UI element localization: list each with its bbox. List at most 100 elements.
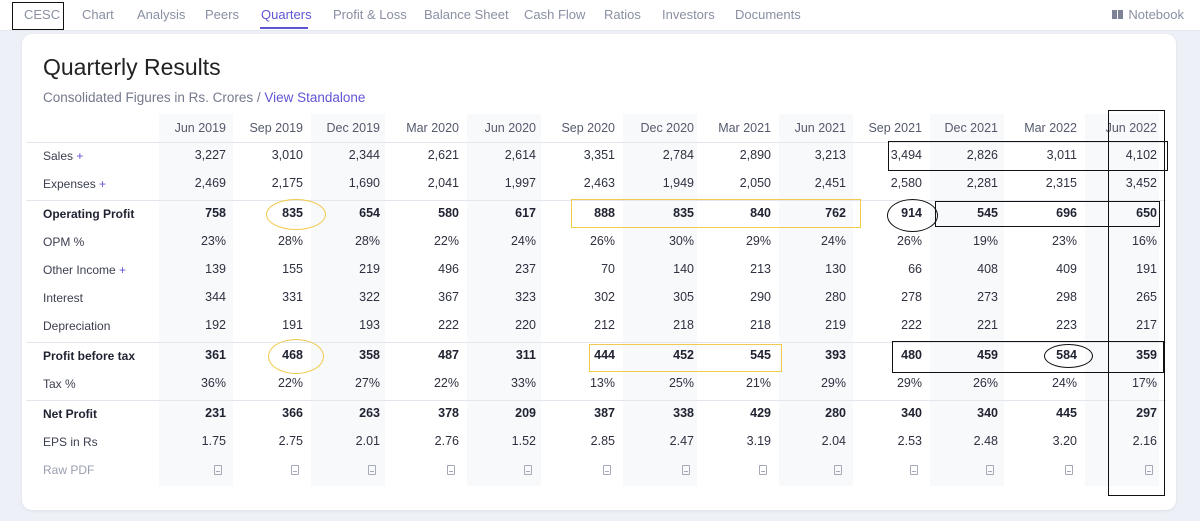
table-cell: 338 bbox=[673, 406, 694, 420]
table-cell: 22% bbox=[433, 376, 459, 390]
pdf-icon[interactable] bbox=[682, 465, 690, 475]
column-header: Dec 2021 bbox=[944, 121, 998, 135]
nav-tab-cash-flow[interactable]: Cash Flow bbox=[524, 7, 586, 22]
table-cell: 545 bbox=[750, 348, 771, 362]
nav-brand-link[interactable]: CESC bbox=[24, 7, 61, 22]
expand-plus-icon[interactable]: + bbox=[73, 149, 84, 163]
pdf-icon[interactable] bbox=[368, 465, 376, 475]
row-label-net-profit: Net Profit bbox=[43, 407, 97, 421]
table-cell: 24% bbox=[510, 234, 536, 248]
table-cell: 21% bbox=[745, 376, 771, 390]
table-cell: 393 bbox=[825, 348, 846, 362]
nav-tab-quarters[interactable]: Quarters bbox=[261, 7, 312, 22]
notebook-button[interactable]: Notebook bbox=[1112, 7, 1184, 22]
row-label-text: EPS in Rs bbox=[43, 435, 98, 449]
pdf-icon[interactable] bbox=[986, 465, 994, 475]
nav-tab-investors[interactable]: Investors bbox=[662, 7, 715, 22]
table-cell: 28% bbox=[277, 234, 303, 248]
pdf-icon[interactable] bbox=[524, 465, 532, 475]
table-cell: 36% bbox=[200, 376, 226, 390]
table-cell: 2.04 bbox=[821, 434, 846, 448]
table-cell: 302 bbox=[594, 290, 615, 304]
table-cell: 213 bbox=[750, 262, 771, 276]
column-header: Jun 2022 bbox=[1105, 121, 1157, 135]
table-cell: 2,463 bbox=[583, 176, 615, 190]
expand-plus-icon[interactable]: + bbox=[115, 263, 127, 277]
table-cell: 23% bbox=[1051, 234, 1077, 248]
table-cell: 1.75 bbox=[201, 434, 226, 448]
table-cell: 26% bbox=[972, 376, 998, 390]
nav-tab-profit-loss[interactable]: Profit & Loss bbox=[333, 7, 407, 22]
subtitle-text: Consolidated Figures in Rs. Crores bbox=[43, 90, 254, 105]
table-cell: 444 bbox=[594, 348, 615, 362]
table-cell: 835 bbox=[673, 206, 694, 220]
table-cell: 66 bbox=[908, 262, 922, 276]
table-cell: 297 bbox=[1136, 406, 1157, 420]
table-cell: 22% bbox=[433, 234, 459, 248]
table-cell: 3,010 bbox=[271, 148, 303, 162]
annotation-box-pbt-sep20-mar21 bbox=[589, 344, 782, 372]
row-label-text: Other Income bbox=[43, 263, 116, 277]
table-cell: 387 bbox=[594, 406, 615, 420]
pdf-icon[interactable] bbox=[759, 465, 767, 475]
table-cell: 408 bbox=[977, 262, 998, 276]
row-label-sales[interactable]: Sales + bbox=[43, 149, 83, 163]
table-cell: 280 bbox=[825, 290, 846, 304]
table-cell: 209 bbox=[515, 406, 536, 420]
column-shade bbox=[467, 114, 541, 486]
table-cell: 2,050 bbox=[739, 176, 771, 190]
nav-tab-chart[interactable]: Chart bbox=[82, 7, 114, 22]
table-cell: 219 bbox=[825, 318, 846, 332]
pdf-icon[interactable] bbox=[291, 465, 299, 475]
table-cell: 2.75 bbox=[278, 434, 303, 448]
pdf-icon[interactable] bbox=[1145, 465, 1153, 475]
column-shade bbox=[159, 114, 233, 486]
pdf-icon[interactable] bbox=[1065, 465, 1073, 475]
row-separator bbox=[26, 400, 1166, 401]
pdf-icon[interactable] bbox=[834, 465, 842, 475]
table-cell: 487 bbox=[438, 348, 459, 362]
table-cell: 222 bbox=[438, 318, 459, 332]
nav-tab-peers[interactable]: Peers bbox=[205, 7, 239, 22]
nav-tab-documents[interactable]: Documents bbox=[735, 7, 801, 22]
row-label-other-income[interactable]: Other Income + bbox=[43, 263, 126, 277]
table-cell: 331 bbox=[282, 290, 303, 304]
row-label-tax: Tax % bbox=[43, 377, 76, 391]
column-header: Mar 2022 bbox=[1024, 121, 1077, 135]
table-cell: 2,784 bbox=[662, 148, 694, 162]
table-cell: 344 bbox=[205, 290, 226, 304]
view-standalone-link[interactable]: View Standalone bbox=[264, 90, 366, 105]
pdf-icon[interactable] bbox=[447, 465, 455, 475]
notebook-icon bbox=[1112, 10, 1124, 19]
table-cell: 3.20 bbox=[1052, 434, 1077, 448]
table-cell: 1,949 bbox=[662, 176, 694, 190]
table-cell: 26% bbox=[589, 234, 615, 248]
nav-tab-balance-sheet[interactable]: Balance Sheet bbox=[424, 7, 509, 22]
table-cell: 545 bbox=[977, 206, 998, 220]
row-label-text: OPM % bbox=[43, 235, 85, 249]
table-cell: 191 bbox=[282, 318, 303, 332]
table-cell: 192 bbox=[205, 318, 226, 332]
row-label-interest: Interest bbox=[43, 291, 83, 305]
table-cell: 278 bbox=[901, 290, 922, 304]
table-cell: 218 bbox=[750, 318, 771, 332]
nav-tab-analysis[interactable]: Analysis bbox=[137, 7, 186, 22]
table-cell: 2,580 bbox=[890, 176, 922, 190]
table-cell: 24% bbox=[1051, 376, 1077, 390]
row-label-text: Profit before tax bbox=[43, 349, 136, 363]
table-cell: 212 bbox=[594, 318, 615, 332]
expand-plus-icon[interactable]: + bbox=[95, 177, 107, 191]
table-cell: 273 bbox=[977, 290, 998, 304]
pdf-icon[interactable] bbox=[603, 465, 611, 475]
nav-tab-ratios[interactable]: Ratios bbox=[604, 7, 641, 22]
table-cell: 25% bbox=[668, 376, 694, 390]
column-header: Jun 2019 bbox=[174, 121, 226, 135]
pdf-icon[interactable] bbox=[214, 465, 222, 475]
row-label-expenses[interactable]: Expenses + bbox=[43, 177, 106, 191]
table-cell: 17% bbox=[1131, 376, 1157, 390]
notebook-label: Notebook bbox=[1128, 7, 1184, 22]
table-cell: 265 bbox=[1136, 290, 1157, 304]
pdf-icon[interactable] bbox=[910, 465, 918, 475]
table-cell: 2,175 bbox=[271, 176, 303, 190]
table-cell: 654 bbox=[359, 206, 380, 220]
